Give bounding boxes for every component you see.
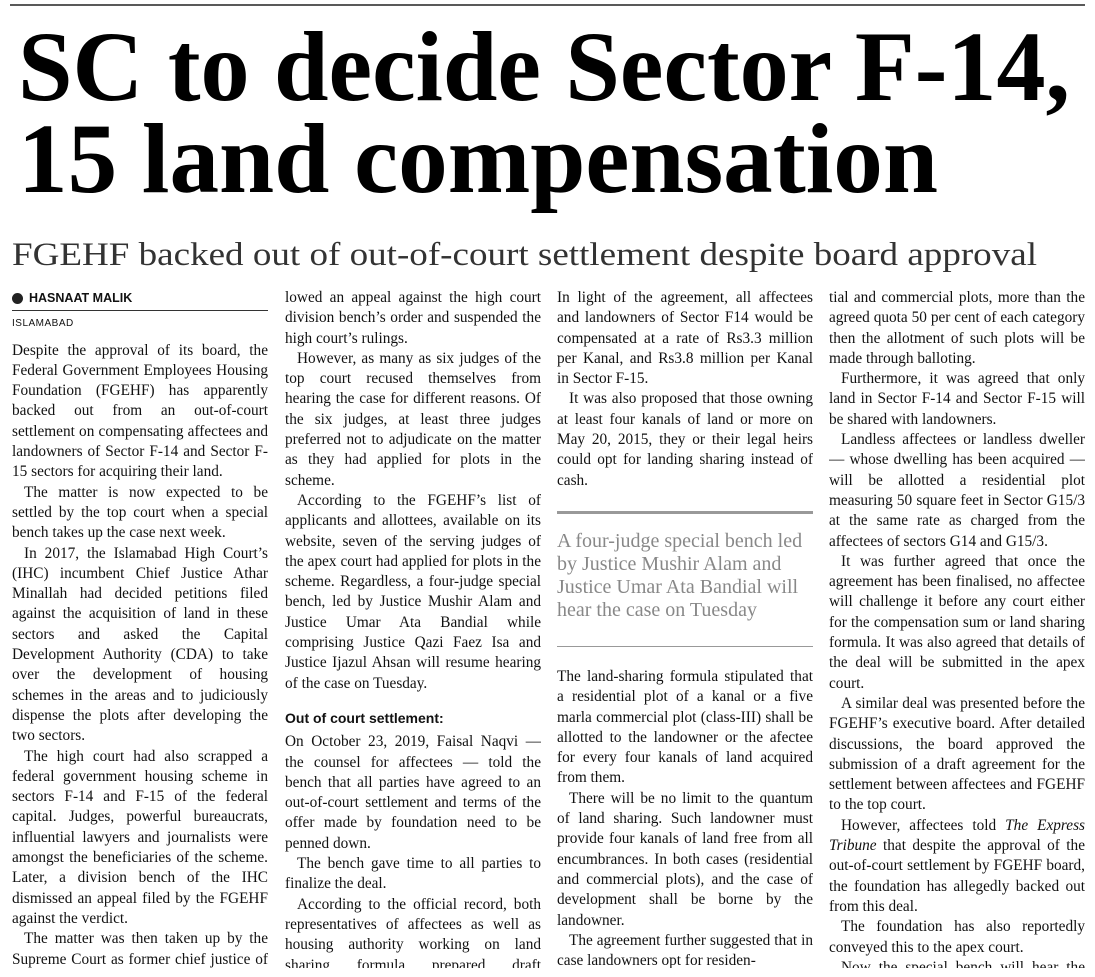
paragraph: Furthermore, it was agreed that only lan… xyxy=(829,370,1085,428)
paragraph: The foundation has also reportedly conve… xyxy=(829,918,1085,956)
paragraph: Landless affectees or landless dweller —… xyxy=(829,431,1085,550)
pull-quote: A four-judge special bench led by Justic… xyxy=(557,510,813,647)
text-run: However, affectees told xyxy=(841,816,1006,834)
paragraph: A similar deal was presented before the … xyxy=(829,694,1085,814)
subtitle: FGEHF backed out of out-of-court settlem… xyxy=(12,237,1037,273)
paragraph: However, as many as six judges of the to… xyxy=(285,349,541,489)
paragraph: In light of the agreement, all affectees… xyxy=(557,289,813,388)
paragraph: Now the special bench will hear the case… xyxy=(841,958,1085,968)
header: SC to decide Sector F-14, 15 land compen… xyxy=(10,4,1085,273)
column: In light of the agreement, all affectees… xyxy=(557,288,813,968)
paragraph: According to the official record, both r… xyxy=(285,895,541,968)
dateline: ISLAMABAD xyxy=(12,318,74,330)
paragraph: It was also proposed that those owning a… xyxy=(557,390,813,489)
paragraph: The agreement further suggested that in … xyxy=(557,931,813,968)
paragraph: The matter is now expected to be settled… xyxy=(12,483,268,542)
paragraph: The land-sharing formula stipulated that… xyxy=(557,667,813,787)
text-run: that despite the approval of the out-of-… xyxy=(829,837,1085,915)
byline-icon xyxy=(12,292,23,304)
subheading: Out of court settlement: xyxy=(285,709,444,726)
paragraph: The bench gave time to all parties to fi… xyxy=(285,855,541,893)
paragraph: lowed an appeal against the high court d… xyxy=(285,289,541,347)
column: HASNAAT MALIK ISLAMABAD Despite the appr… xyxy=(12,288,268,968)
text-run: The Express Tribune xyxy=(829,816,1085,855)
byline: HASNAAT MALIK xyxy=(12,288,268,312)
paragraph: The high court had also scrapped a feder… xyxy=(12,747,268,927)
paragraph: tial and commercial plots, more than the… xyxy=(829,289,1085,367)
paragraph: It was further agreed that once the agre… xyxy=(829,552,1085,692)
column: tial and commercial plots, more than the… xyxy=(829,288,1085,968)
paragraph: There will be no limit to the quantum of… xyxy=(557,789,813,929)
paragraph: In 2017, the Islamabad High Court’s (IHC… xyxy=(12,544,268,745)
headline: SC to decide Sector F-14, xyxy=(18,11,1070,122)
paragraph: Despite the approval of its board, the F… xyxy=(12,341,268,481)
author: HASNAAT MALIK xyxy=(29,291,133,305)
paragraph: On October 23, 2019, Faisal Naqvi — the … xyxy=(285,733,541,852)
paragraph: According to the FGEHF’s list of applica… xyxy=(285,491,541,692)
paragraph: However, affectees told The Express Trib… xyxy=(829,816,1085,917)
column: lowed an appeal against the high court d… xyxy=(285,288,541,968)
headline: 15 land compensation xyxy=(18,103,938,214)
paragraph: The matter was then taken up by the Supr… xyxy=(12,930,268,968)
